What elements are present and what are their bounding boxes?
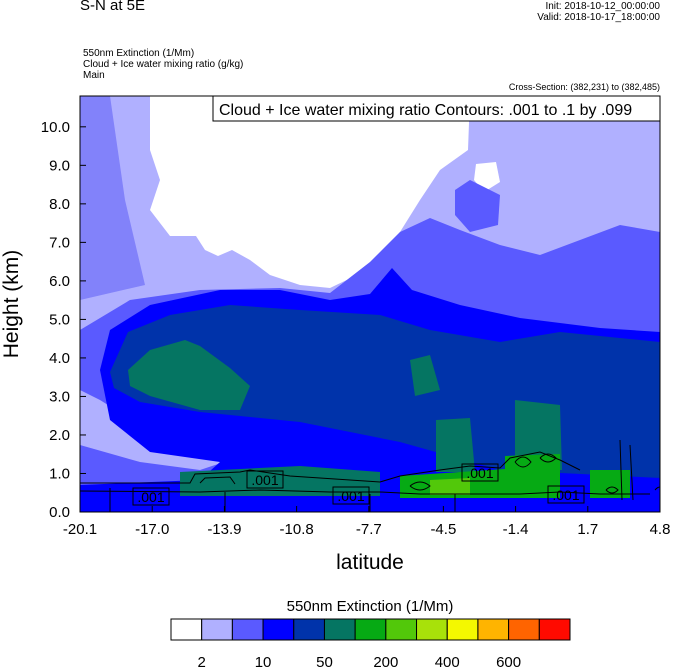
field-label-extinction: 550nm Extinction (1/Mm) bbox=[83, 48, 195, 59]
x-tick-label: -1.4 bbox=[503, 521, 529, 538]
colorbar-swatch bbox=[262, 618, 295, 641]
colorbar-swatch bbox=[385, 618, 418, 641]
contour-label: .001 bbox=[466, 465, 493, 481]
contour-line bbox=[514, 456, 532, 468]
x-tick-label: -7.7 bbox=[356, 521, 382, 538]
y-tick-label: 1.0 bbox=[49, 465, 70, 482]
colorbar-swatch bbox=[170, 618, 203, 641]
x-tick-label: 1.7 bbox=[577, 521, 598, 538]
contour-label: .001 bbox=[337, 488, 364, 504]
colorbar-swatch bbox=[201, 618, 233, 641]
y-tick-label: 2.0 bbox=[49, 427, 70, 444]
contour-line bbox=[605, 439, 660, 501]
colorbar-label: 200 bbox=[373, 654, 398, 668]
contour-label: .001 bbox=[137, 489, 164, 505]
field-label-main: Main bbox=[83, 70, 105, 81]
y-tick-label: 5.0 bbox=[49, 311, 70, 328]
fill-level-under-2-right bbox=[474, 162, 500, 192]
contour-label-box bbox=[461, 463, 499, 482]
contour-label: .001 bbox=[552, 487, 579, 503]
colorbar-swatch bbox=[416, 618, 448, 641]
y-tick-label: 9.0 bbox=[49, 157, 70, 174]
y-tick-label: 0.0 bbox=[49, 504, 70, 521]
colorbar-swatch bbox=[477, 618, 510, 641]
colorbar-swatch bbox=[538, 618, 571, 641]
contour-line bbox=[80, 489, 650, 495]
contour-legend-box: Cloud + Ice water mixing ratio Contours:… bbox=[212, 95, 661, 122]
fill-teal-left bbox=[128, 340, 250, 410]
contour-label: .001 bbox=[251, 472, 278, 488]
fill-level-under-2 bbox=[150, 96, 470, 288]
x-tick-label: -17.0 bbox=[135, 521, 169, 538]
fill-lightgreen bbox=[430, 478, 470, 495]
contour-line bbox=[109, 488, 456, 512]
contour-line bbox=[539, 453, 557, 463]
x-tick-label: -13.9 bbox=[207, 521, 241, 538]
colorbar-swatch bbox=[323, 618, 356, 641]
contour-line bbox=[80, 451, 581, 484]
y-axis: 0.0 1.0 2.0 3.0 4.0 5.0 6.0 7.0 8.0 9.0 10.0 bbox=[41, 119, 86, 521]
x-axis-label: latitude bbox=[336, 551, 404, 574]
x-tick-label: 4.8 bbox=[650, 521, 671, 538]
y-tick-label: 8.0 bbox=[49, 196, 70, 213]
colorbar-swatch bbox=[354, 618, 387, 641]
contour-line bbox=[409, 481, 431, 491]
contour-fill bbox=[80, 96, 660, 512]
fill-teal-mid bbox=[410, 355, 440, 396]
colorbar-swatch bbox=[293, 618, 325, 641]
mixing-ratio-contours bbox=[80, 439, 660, 512]
y-tick-label: 7.0 bbox=[49, 234, 70, 251]
fill-level-10-50-right bbox=[455, 180, 500, 232]
x-axis: -20.1 -17.0 -13.9 -10.8 -7.7 -4.5 -1.4 1.7 4.8 bbox=[63, 506, 671, 538]
fill-level-10-50-left bbox=[80, 96, 145, 300]
contour-label-box bbox=[547, 485, 585, 504]
y-axis-label: Height (km) bbox=[0, 250, 23, 359]
colorbar-title: 550nm Extinction (1/Mm) bbox=[287, 598, 454, 615]
cross-section-label: Cross-Section: (382,231) to (382,485) bbox=[508, 82, 660, 92]
fill-teal-right bbox=[515, 400, 562, 470]
contour-label-box bbox=[132, 487, 170, 506]
field-label-cloud-ice: Cloud + Ice water mixing ratio (g/kg) bbox=[83, 59, 244, 70]
colorbar-label: 600 bbox=[496, 654, 521, 668]
y-tick-label: 3.0 bbox=[49, 388, 70, 405]
x-tick-label: -10.8 bbox=[280, 521, 314, 538]
colorbar-label: 400 bbox=[435, 654, 460, 668]
contour-label-box bbox=[332, 486, 370, 505]
y-tick-label: 6.0 bbox=[49, 273, 70, 290]
x-tick-label: -20.1 bbox=[63, 521, 97, 538]
contour-label-box bbox=[246, 470, 284, 489]
fill-teal-bottom bbox=[180, 466, 380, 496]
colorbar-label: 10 bbox=[255, 654, 272, 668]
y-tick-label: 10.0 bbox=[41, 119, 70, 136]
x-tick-label: -4.5 bbox=[430, 521, 456, 538]
colorbar-swatch bbox=[446, 618, 479, 641]
chart-title: S-N at 5E bbox=[80, 0, 146, 14]
fill-green-3 bbox=[590, 470, 630, 500]
contour-line bbox=[199, 476, 236, 485]
colorbar-label: 2 bbox=[198, 654, 206, 668]
contour-legend-text: Cloud + Ice water mixing ratio Contours:… bbox=[219, 102, 632, 119]
y-tick-label: 4.0 bbox=[49, 350, 70, 367]
colorbar-swatch bbox=[508, 618, 540, 641]
fill-teal-center bbox=[436, 418, 475, 472]
init-time: Init: 2018-10-12_00:00:00 bbox=[545, 1, 660, 12]
valid-time: Valid: 2018-10-17_18:00:00 bbox=[537, 12, 660, 23]
colorbar: 2 10 50 200 400 600 bbox=[170, 618, 571, 668]
contour-labels: .001 .001 .001 .001 .001 bbox=[132, 463, 585, 506]
colorbar-swatch bbox=[231, 618, 264, 641]
colorbar-label: 50 bbox=[316, 654, 333, 668]
